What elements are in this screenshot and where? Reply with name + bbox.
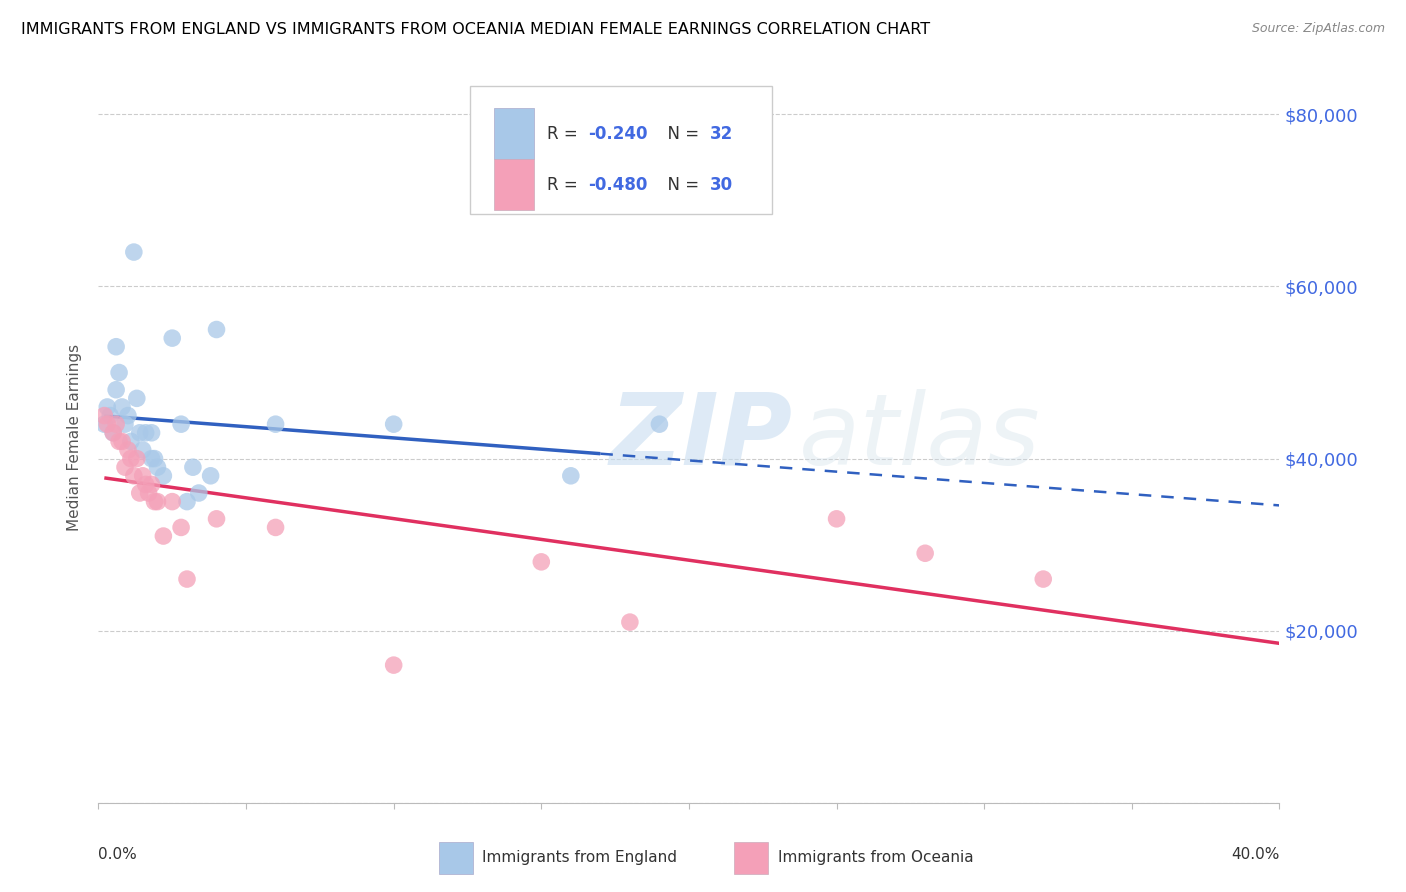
Text: 32: 32 — [710, 125, 734, 143]
Point — [264, 417, 287, 432]
Text: Immigrants from Oceania: Immigrants from Oceania — [778, 850, 973, 865]
Point — [170, 417, 193, 432]
Point — [122, 468, 145, 483]
Point — [132, 442, 155, 457]
Point — [181, 460, 204, 475]
Point — [560, 468, 582, 483]
Point — [825, 512, 848, 526]
Text: atlas: atlas — [799, 389, 1040, 485]
Text: 0.0%: 0.0% — [98, 847, 138, 862]
Point — [132, 468, 155, 483]
Point — [105, 417, 128, 432]
Text: IMMIGRANTS FROM ENGLAND VS IMMIGRANTS FROM OCEANIA MEDIAN FEMALE EARNINGS CORREL: IMMIGRANTS FROM ENGLAND VS IMMIGRANTS FR… — [21, 22, 931, 37]
FancyBboxPatch shape — [494, 108, 534, 159]
Point — [141, 451, 163, 466]
Text: N =: N = — [657, 176, 704, 194]
Point — [382, 417, 405, 432]
Point — [120, 434, 142, 449]
Point — [98, 409, 121, 423]
Point — [143, 451, 166, 466]
Point — [128, 486, 150, 500]
Text: N =: N = — [657, 125, 704, 143]
Point — [108, 366, 131, 380]
Text: -0.480: -0.480 — [589, 176, 648, 194]
Point — [93, 417, 115, 432]
Point — [200, 468, 222, 483]
Point — [105, 340, 128, 354]
Point — [117, 409, 139, 423]
Point — [146, 460, 169, 475]
Text: R =: R = — [547, 176, 583, 194]
Point — [170, 520, 193, 534]
Point — [122, 245, 145, 260]
Point — [135, 425, 157, 440]
Point — [114, 417, 136, 432]
Point — [146, 494, 169, 508]
Text: Source: ZipAtlas.com: Source: ZipAtlas.com — [1251, 22, 1385, 36]
Text: -0.240: -0.240 — [589, 125, 648, 143]
FancyBboxPatch shape — [734, 841, 768, 874]
Point — [205, 512, 228, 526]
Y-axis label: Median Female Earnings: Median Female Earnings — [67, 343, 83, 531]
Point — [205, 322, 228, 336]
Point — [143, 494, 166, 508]
Point — [187, 486, 209, 500]
Point — [176, 572, 198, 586]
FancyBboxPatch shape — [471, 86, 772, 214]
Point — [1032, 572, 1054, 586]
Point — [108, 434, 131, 449]
Text: 40.0%: 40.0% — [1232, 847, 1279, 862]
Point — [135, 477, 157, 491]
Point — [264, 520, 287, 534]
FancyBboxPatch shape — [439, 841, 472, 874]
Point — [120, 451, 142, 466]
Point — [105, 383, 128, 397]
Point — [162, 331, 183, 345]
Point — [103, 425, 125, 440]
Point — [128, 425, 150, 440]
Point — [138, 486, 160, 500]
Text: R =: R = — [547, 125, 583, 143]
Point — [103, 425, 125, 440]
Point — [648, 417, 671, 432]
Point — [114, 460, 136, 475]
Point — [117, 442, 139, 457]
Text: 30: 30 — [710, 176, 734, 194]
Point — [152, 529, 174, 543]
Point — [162, 494, 183, 508]
Point — [141, 477, 163, 491]
Point — [111, 434, 134, 449]
Point — [530, 555, 553, 569]
Point — [914, 546, 936, 560]
Text: ZIP: ZIP — [609, 389, 792, 485]
FancyBboxPatch shape — [494, 160, 534, 210]
Point — [382, 658, 405, 673]
Point — [176, 494, 198, 508]
Point — [141, 425, 163, 440]
Point — [152, 468, 174, 483]
Point — [125, 451, 148, 466]
Point — [111, 400, 134, 414]
Point — [96, 417, 118, 432]
Point — [96, 400, 118, 414]
Point — [93, 409, 115, 423]
Point — [125, 392, 148, 406]
Text: Immigrants from England: Immigrants from England — [482, 850, 678, 865]
Point — [619, 615, 641, 629]
